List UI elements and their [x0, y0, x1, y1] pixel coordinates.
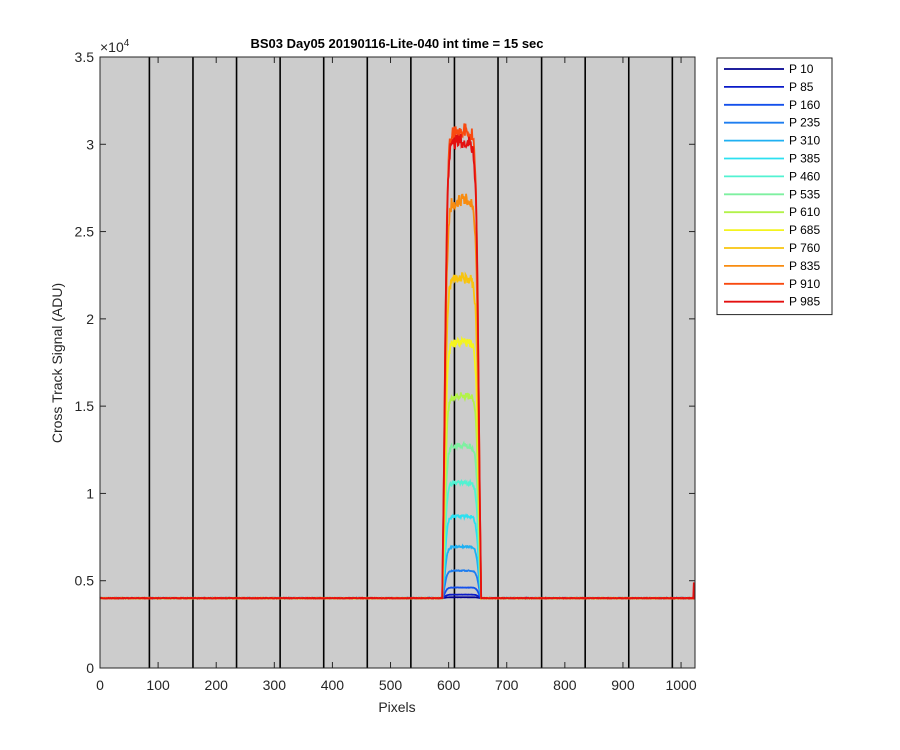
legend-entry-label: P 910: [789, 277, 820, 291]
legend-entry-label: P 985: [789, 295, 820, 309]
legend-entry-label: P 835: [789, 259, 820, 273]
x-tick-label: 500: [379, 677, 403, 693]
y-tick-label: 1: [86, 485, 94, 501]
x-tick-label: 0: [96, 677, 104, 693]
y-tick-label: 2.5: [75, 224, 95, 240]
legend-entry-label: P 160: [789, 98, 820, 112]
y-tick-label: 3: [86, 136, 94, 152]
chart-title: BS03 Day05 20190116-Lite-040 int time = …: [250, 36, 543, 51]
legend-entry-label: P 760: [789, 241, 820, 255]
y-axis-ticks: 0 0.5 1 1.5 2 2.5 3 3.5: [75, 49, 695, 676]
x-tick-label: 600: [437, 677, 461, 693]
y-exponent-label: ×104: [100, 38, 130, 55]
x-tick-label: 400: [321, 677, 345, 693]
x-tick-label: 900: [611, 677, 635, 693]
legend-entry-label: P 535: [789, 187, 820, 201]
legend-entry-label: P 310: [789, 134, 820, 148]
x-axis-label: Pixels: [378, 699, 415, 715]
y-exponent-base: ×10: [100, 39, 124, 55]
x-tick-label: 800: [553, 677, 577, 693]
x-tick-label: 300: [263, 677, 287, 693]
legend-entry-label: P 685: [789, 223, 820, 237]
legend-entry-label: P 85: [789, 80, 814, 94]
plot-background: [100, 57, 695, 668]
legend-entry-label: P 10: [789, 62, 814, 76]
x-tick-label: 200: [205, 677, 229, 693]
y-tick-label: 3.5: [75, 49, 95, 65]
y-exponent-power: 4: [124, 38, 130, 49]
x-tick-label: 700: [495, 677, 519, 693]
legend-entry-label: P 610: [789, 205, 820, 219]
legend-entry-label: P 385: [789, 152, 820, 166]
y-tick-label: 0: [86, 660, 94, 676]
y-tick-label: 0.5: [75, 573, 95, 589]
legend-entry-label: P 460: [789, 169, 820, 183]
x-tick-label: 1000: [665, 677, 696, 693]
y-tick-label: 1.5: [75, 398, 95, 414]
legend: P 10 P 85 P 160 P 235 P 310 P 385 P 460 P 535 P …: [716, 57, 833, 316]
series-line-p-985: [99, 134, 696, 600]
legend-entry-label: P 235: [789, 116, 820, 130]
x-axis-ticks: 0 100 200 300 400 500 600 700 800 900 1000: [96, 57, 697, 693]
x-tick-label: 100: [146, 677, 170, 693]
plot-frame: [99, 56, 696, 669]
legend-box: [716, 57, 833, 316]
plot-area: [99, 56, 696, 669]
y-tick-label: 2: [86, 311, 94, 327]
y-axis-label: Cross Track Signal (ADU): [49, 283, 65, 443]
